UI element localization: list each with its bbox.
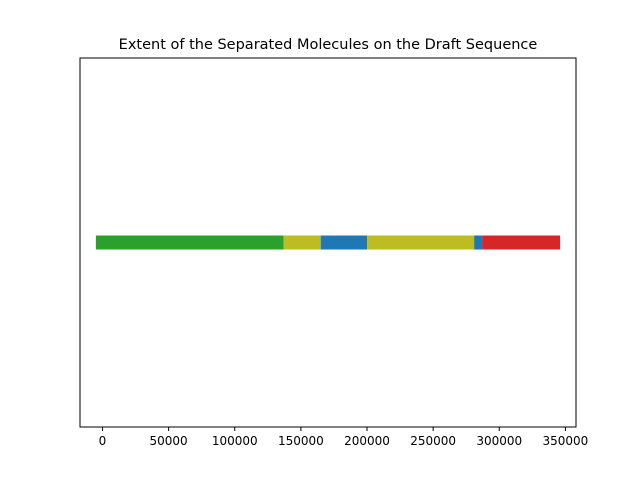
x-tick-label-3: 150000 [278,434,324,448]
segment-4 [474,235,483,250]
x-axis: 0 50000 100000 150000 200000 250000 300000 3500… [99,427,589,448]
chart-title: Extent of the Separated Molecules on the… [119,37,538,53]
x-tick-label-7: 350000 [543,434,589,448]
x-tick-label-2: 100000 [212,434,258,448]
segment-5 [482,235,561,250]
x-tick-label-4: 200000 [344,434,390,448]
x-tick-label-0: 0 [99,434,107,448]
segment-0 [95,235,284,250]
segment-3 [367,235,475,250]
x-tick-label-5: 250000 [410,434,456,448]
plot-frame [79,57,577,428]
segments-group [95,235,561,250]
segment-2 [320,235,368,250]
x-tick-label-6: 300000 [476,434,522,448]
x-tick-label-1: 50000 [150,434,188,448]
segment-1 [283,235,321,250]
